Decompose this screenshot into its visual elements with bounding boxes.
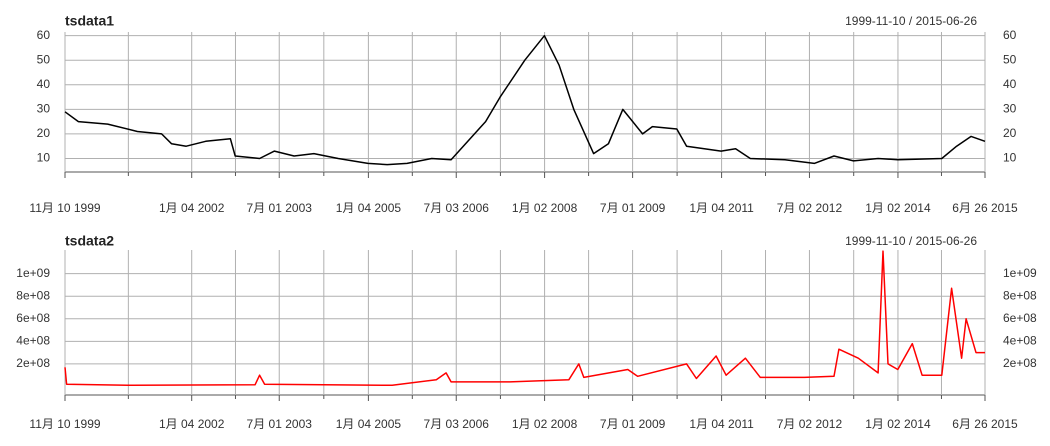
x-tick-label: 1月 04 2002 xyxy=(159,417,225,431)
x-tick-label: 1月 02 2014 xyxy=(865,417,931,431)
y-tick-label: 60 xyxy=(37,28,51,42)
x-tick-label: 7月 01 2003 xyxy=(247,417,313,431)
x-tick-label: 1月 02 2014 xyxy=(865,201,931,215)
x-tick-label: 1月 04 2011 xyxy=(689,417,754,431)
panel-title: tsdata2 xyxy=(65,233,114,249)
y-tick-label-right: 20 xyxy=(1003,126,1017,140)
series-line xyxy=(64,250,985,387)
x-tick-label: 1月 02 2008 xyxy=(512,417,578,431)
panel-title: tsdata1 xyxy=(65,13,114,29)
y-tick-label: 1e+09 xyxy=(16,266,50,280)
x-tick-label: 7月 02 2012 xyxy=(777,201,843,215)
y-tick-label-right: 40 xyxy=(1003,77,1017,91)
date-range: 1999-11-10 / 2015-06-26 xyxy=(845,234,977,248)
y-tick-label: 30 xyxy=(37,102,51,116)
x-tick-label: 1月 04 2011 xyxy=(689,201,754,215)
y-tick-label: 6e+08 xyxy=(16,311,50,325)
y-tick-label: 8e+08 xyxy=(16,288,50,302)
y-tick-label-right: 6e+08 xyxy=(1003,311,1037,325)
y-tick-label-right: 2e+08 xyxy=(1003,356,1037,370)
y-tick-label-right: 60 xyxy=(1003,28,1017,42)
y-tick-label: 2e+08 xyxy=(16,356,50,370)
x-tick-label: 7月 02 2012 xyxy=(777,417,843,431)
x-tick-label: 1月 04 2005 xyxy=(336,417,402,431)
x-tick-label: 7月 01 2009 xyxy=(600,201,666,215)
x-tick-label: 7月 03 2006 xyxy=(424,417,490,431)
y-tick-label: 10 xyxy=(37,151,51,165)
x-tick-label: 7月 03 2006 xyxy=(424,201,490,215)
y-tick-label: 50 xyxy=(37,52,51,66)
x-tick-label: 1月 04 2002 xyxy=(159,201,225,215)
x-tick-label: 11月 10 1999 xyxy=(29,201,100,215)
y-tick-label: 4e+08 xyxy=(16,334,50,348)
x-tick-label: 6月 26 2015 xyxy=(952,417,1018,431)
date-range: 1999-11-10 / 2015-06-26 xyxy=(845,14,977,28)
x-tick-label: 11月 10 1999 xyxy=(29,417,100,431)
series-line xyxy=(64,34,986,166)
y-tick-label-right: 4e+08 xyxy=(1003,334,1037,348)
y-tick-label-right: 50 xyxy=(1003,52,1017,66)
y-tick-label-right: 10 xyxy=(1003,151,1017,165)
x-tick-label: 1月 04 2005 xyxy=(336,201,402,215)
y-tick-label-right: 1e+09 xyxy=(1003,266,1037,280)
y-tick-label-right: 30 xyxy=(1003,102,1017,116)
x-tick-label: 1月 02 2008 xyxy=(512,201,578,215)
x-tick-label: 7月 01 2003 xyxy=(247,201,313,215)
y-tick-label: 40 xyxy=(37,77,51,91)
x-tick-label: 6月 26 2015 xyxy=(952,201,1018,215)
x-tick-label: 7月 01 2009 xyxy=(600,417,666,431)
y-tick-label-right: 8e+08 xyxy=(1003,288,1037,302)
y-tick-label: 20 xyxy=(37,126,51,140)
